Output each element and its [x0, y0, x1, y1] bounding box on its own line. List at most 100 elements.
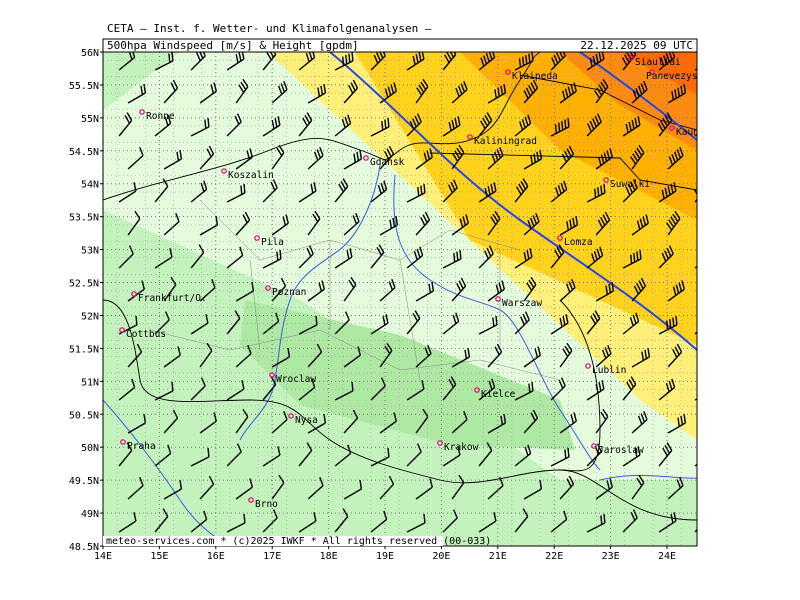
wind-barb	[343, 409, 359, 434]
wind-barb	[559, 412, 577, 434]
wind-barb	[704, 347, 720, 368]
wind-barb	[190, 52, 206, 71]
wind-barb	[559, 215, 579, 236]
wind-barb	[298, 442, 313, 467]
wind-barb	[559, 145, 575, 170]
wind-barb	[118, 112, 133, 137]
wind-barb	[406, 443, 422, 467]
wind-barb	[586, 310, 601, 335]
wind-barb	[631, 410, 648, 434]
wind-barb	[523, 276, 537, 302]
wind-barb	[262, 376, 277, 401]
city-marker	[495, 296, 501, 302]
wind-barb	[199, 278, 216, 302]
wind-barb	[298, 52, 316, 71]
city-label: Suwalki	[610, 179, 650, 190]
wind-barb	[307, 210, 321, 236]
city-label: Poznan	[272, 287, 306, 298]
wind-barb	[622, 376, 637, 401]
city-marker	[467, 134, 473, 140]
wind-barb	[379, 278, 396, 302]
lat-label: 48.5N	[69, 542, 99, 553]
city-label: Ronne	[146, 111, 175, 122]
wind-barb	[235, 78, 249, 104]
wind-barb	[478, 512, 497, 533]
city-label: Panevezys	[646, 71, 697, 82]
wind-barb	[226, 310, 241, 335]
wind-barb	[523, 479, 543, 500]
lat-label: 55.5N	[69, 81, 99, 92]
wind-barb	[127, 210, 141, 236]
wind-barb	[154, 311, 170, 335]
wind-barb	[631, 474, 645, 500]
wind-barb	[307, 146, 324, 170]
city-marker	[585, 363, 591, 369]
wind-barb	[370, 117, 390, 137]
wind-barb	[262, 509, 278, 533]
lon-label: 16E	[207, 551, 225, 562]
wind-barb	[154, 444, 172, 467]
lat-label: 50.5N	[69, 410, 99, 421]
wind-barb	[199, 412, 217, 434]
footer-box	[103, 536, 443, 546]
lat-label: 56N	[81, 48, 99, 59]
wind-barb	[343, 276, 357, 302]
city-label: Lomza	[564, 237, 593, 248]
map-area: Ronne Koszalin Gdansk Kaliningrad Klaipeda Si…	[103, 52, 720, 546]
lon-label: 15E	[150, 551, 168, 562]
wind-barb	[559, 342, 573, 368]
city-label: Koszalin	[228, 170, 274, 181]
wind-barb	[334, 248, 353, 269]
city-marker	[131, 291, 137, 297]
wind-barb	[514, 508, 529, 533]
wind-barb	[704, 410, 717, 433]
wind-barb	[127, 413, 147, 434]
lat-label: 51.5N	[69, 344, 99, 355]
wind-barb	[298, 378, 316, 401]
city-marker	[603, 177, 609, 183]
wind-barb	[154, 52, 174, 71]
cities: Ronne Koszalin Gdansk Kaliningrad Klaipeda Si…	[119, 55, 697, 510]
city-marker	[269, 372, 275, 378]
wind-barb	[298, 512, 317, 533]
lon-label: 21E	[489, 551, 507, 562]
wind-barb	[379, 82, 397, 104]
wind-barb	[586, 52, 605, 71]
wind-barb	[262, 312, 280, 335]
wind-barb	[127, 83, 147, 104]
wind-barb	[704, 277, 716, 301]
lat-label: 55N	[81, 114, 99, 125]
wind-barb	[667, 280, 685, 302]
lat-label: 53.5N	[69, 213, 99, 224]
wind-barb	[154, 381, 174, 401]
wind-barb	[262, 52, 277, 71]
wind-barb	[478, 378, 496, 401]
wind-barb	[298, 112, 313, 137]
city-label: Kielce	[481, 389, 516, 400]
wind-barb	[298, 315, 318, 335]
wind-barb	[586, 246, 604, 269]
wind-barb	[235, 148, 253, 170]
wind-barb	[154, 114, 172, 137]
city-marker	[649, 69, 655, 75]
city-marker	[474, 387, 480, 393]
wind-barb	[235, 281, 255, 302]
wind-barb	[307, 280, 325, 302]
wind-barb	[199, 82, 217, 104]
wind-barb	[190, 447, 210, 467]
wind-barb	[406, 246, 424, 269]
wind-barb	[343, 149, 363, 170]
wind-barb	[154, 248, 173, 269]
wind-barb	[514, 444, 532, 467]
wind-barb	[163, 149, 183, 170]
city-label: Gdansk	[370, 157, 405, 168]
wind-barb	[595, 211, 611, 236]
city-marker	[628, 55, 634, 61]
wind-barb	[514, 114, 532, 137]
wind-barb	[370, 510, 388, 533]
wind-barb	[658, 182, 677, 203]
wind-barb	[487, 210, 501, 236]
wind-barb	[163, 409, 179, 434]
wind-barb	[406, 52, 425, 71]
wind-barb	[262, 446, 281, 467]
